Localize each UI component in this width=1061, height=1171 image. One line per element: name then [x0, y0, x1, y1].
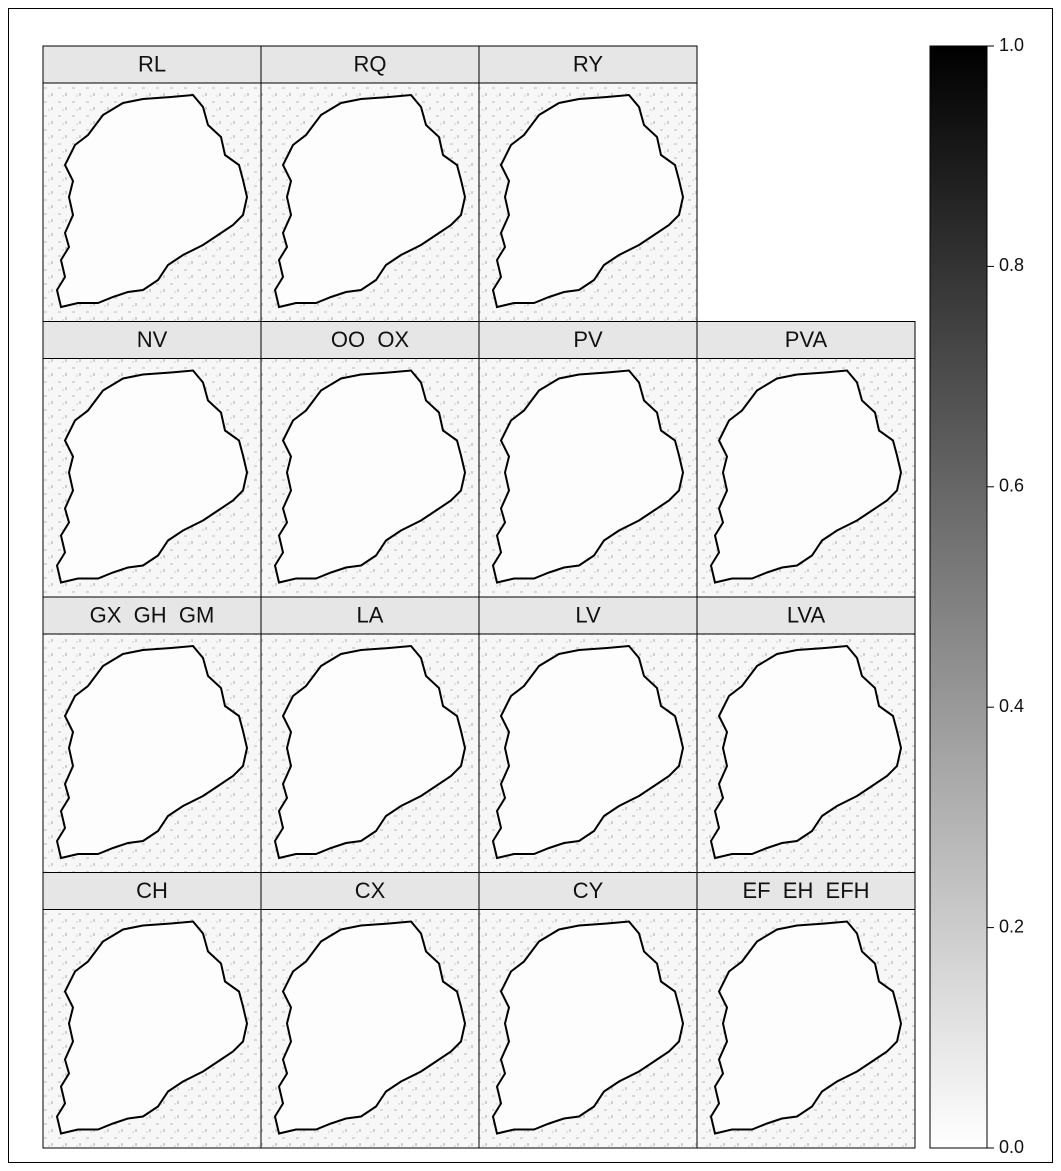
panel-title: RL: [138, 51, 166, 76]
panel-title: RY: [573, 51, 603, 76]
tick-label: 0.4: [999, 696, 1024, 716]
panel-title: LVA: [787, 602, 826, 627]
panel-title: RQ: [354, 51, 387, 76]
map-panel: LVA: [697, 597, 915, 873]
map-panel: EF EH EFH: [697, 873, 915, 1149]
map-panel: CH: [43, 873, 261, 1149]
map-panel: NV: [43, 322, 261, 598]
map-panel: LA: [261, 597, 479, 873]
map-panel: CY: [479, 873, 697, 1149]
map-panel: RL: [43, 46, 261, 322]
panel-title: CX: [355, 878, 386, 903]
map-panel: LV: [479, 597, 697, 873]
tick-label: 0.0: [999, 1137, 1024, 1157]
panel-grid: RL RQ RY NV OO OX PV PVA GX GH GM LA LV LVA CH CX CY E…: [43, 46, 915, 1148]
panel-title: LV: [575, 602, 601, 627]
panel-title: PV: [573, 327, 603, 352]
map-panel: RY: [479, 46, 697, 322]
map-panel: PVA: [697, 322, 915, 598]
colorbar: [930, 46, 987, 1148]
tick-label: 0.8: [999, 255, 1024, 275]
panel-title: GX GH GM: [90, 602, 215, 627]
panel-title: NV: [137, 327, 168, 352]
map-panel: CX: [261, 873, 479, 1149]
panel-title: LA: [357, 602, 384, 627]
colorbar-ticks: 0.0 0.2 0.4 0.6 0.8 1.0: [987, 35, 1024, 1157]
panel-title: CY: [573, 878, 604, 903]
tick-label: 1.0: [999, 35, 1024, 55]
panel-title: EF EH EFH: [742, 878, 869, 903]
map-panel: GX GH GM: [43, 597, 261, 873]
figure: RL RQ RY NV OO OX PV PVA GX GH GM LA LV LVA CH CX CY E…: [0, 0, 1061, 1171]
tick-label: 0.6: [999, 476, 1024, 496]
map-panel: PV: [479, 322, 697, 598]
panel-title: OO OX: [331, 327, 410, 352]
panel-title: CH: [136, 878, 168, 903]
map-panel: RQ: [261, 46, 479, 322]
map-panel: OO OX: [261, 322, 479, 598]
panel-title: PVA: [785, 327, 828, 352]
tick-label: 0.2: [999, 916, 1024, 936]
